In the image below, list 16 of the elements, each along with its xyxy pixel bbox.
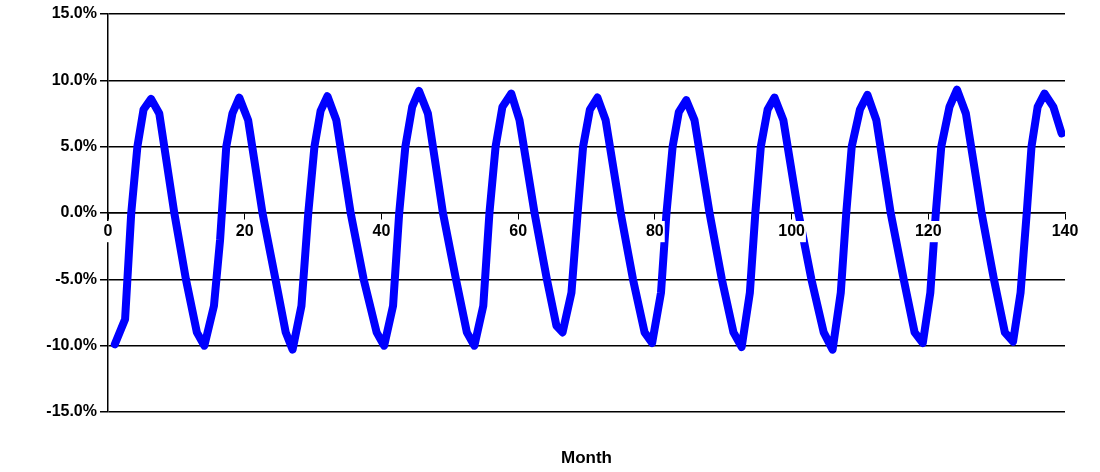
x-tick-label: 0 [103,222,113,240]
x-axis-title: Month [561,447,612,467]
y-tick-label: -10.0% [46,336,97,354]
x-tick-label: 100 [778,222,806,240]
y-tick-label: 0.0% [60,203,97,221]
x-tick-label: 120 [914,222,942,240]
x-tick-label: 20 [235,222,254,240]
x-tick-label: 60 [509,222,528,240]
x-tick-label: 40 [372,222,391,240]
y-tick-label: 15.0% [51,4,97,22]
x-tick-label: 80 [645,222,664,240]
y-tick-label: -15.0% [46,402,97,420]
y-tick-label: 5.0% [60,137,97,155]
y-tick-label: -5.0% [55,269,97,287]
x-tick-label: 140 [1051,222,1079,240]
y-tick-label: 10.0% [51,70,97,88]
